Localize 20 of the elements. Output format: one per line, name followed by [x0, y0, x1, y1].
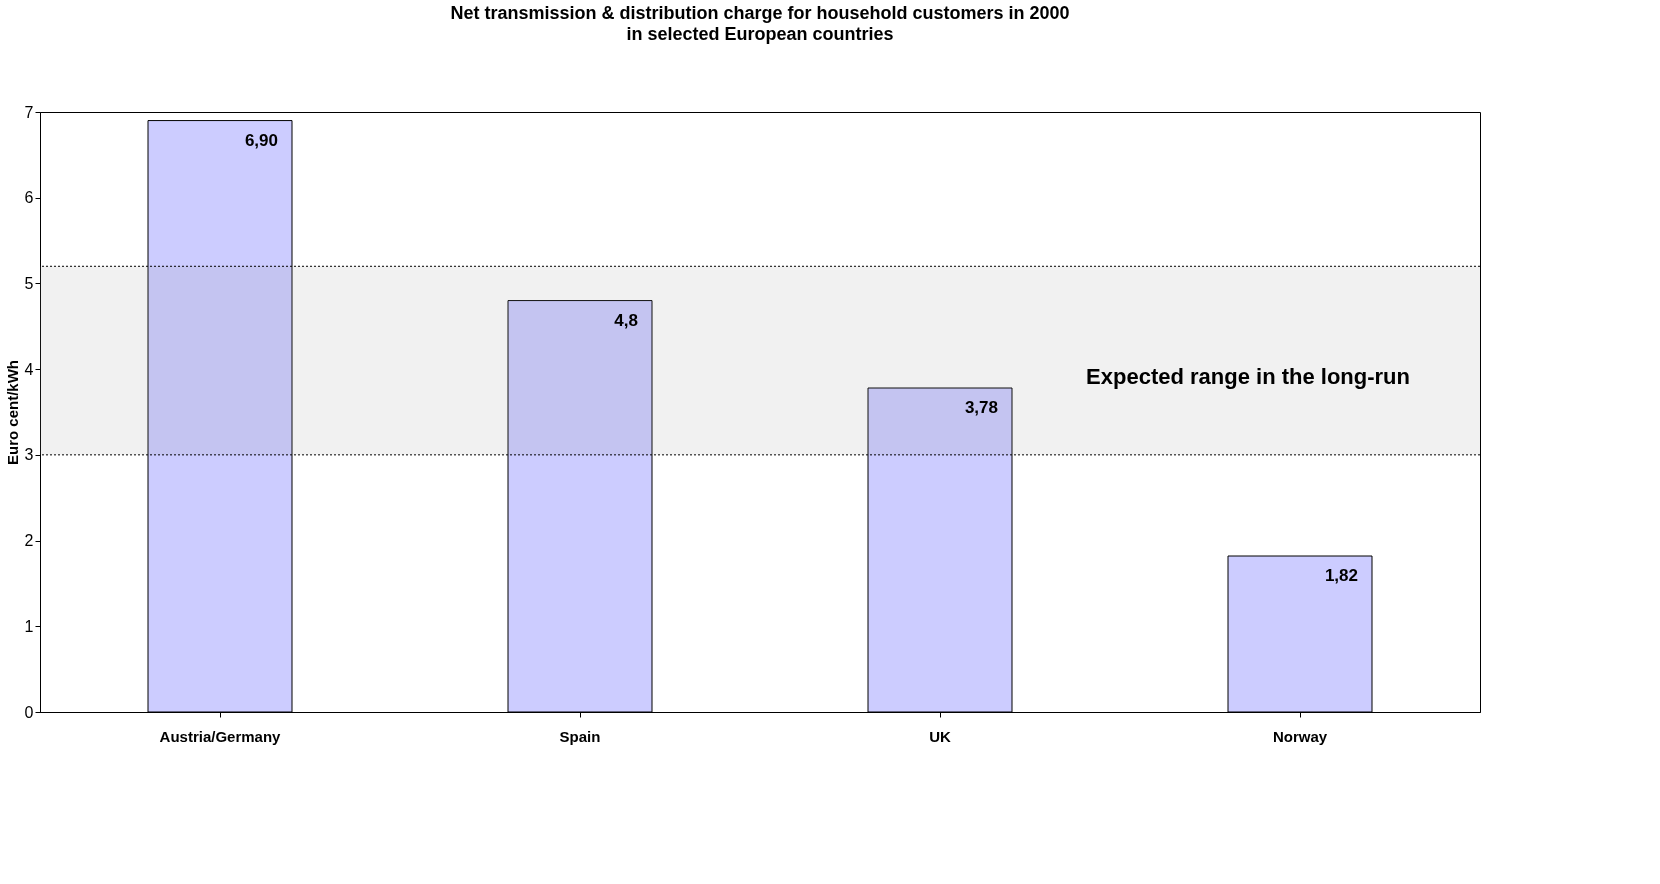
y-tick-label: 6 — [24, 189, 34, 207]
data-label: 1,82 — [1324, 566, 1358, 585]
y-tick-label: 1 — [24, 617, 34, 635]
y-tick-label: 0 — [24, 703, 34, 721]
x-tick-label: Austria/Germany — [159, 727, 282, 745]
y-tick-label: 5 — [24, 274, 34, 292]
data-label: 3,78 — [964, 398, 998, 417]
x-tick-label: Spain — [559, 727, 601, 745]
data-label: 6,90 — [244, 130, 278, 150]
x-tick-label: UK — [929, 727, 951, 745]
chart-subtitle: in selected European countries — [626, 24, 894, 44]
y-tick-label: 7 — [24, 103, 34, 121]
y-axis-title: Euro cent/kWh — [3, 359, 21, 466]
x-tick-label: Norway — [1272, 727, 1328, 745]
y-tick-label: 3 — [24, 446, 34, 464]
data-label: 4,8 — [614, 310, 638, 330]
y-tick-label: 4 — [24, 360, 34, 378]
y-tick-label: 2 — [24, 532, 34, 550]
chart-title: Net transmission & distribution charge for household customers in 2000 — [450, 3, 1070, 23]
band-label: Expected range in the long-run — [1086, 363, 1410, 389]
